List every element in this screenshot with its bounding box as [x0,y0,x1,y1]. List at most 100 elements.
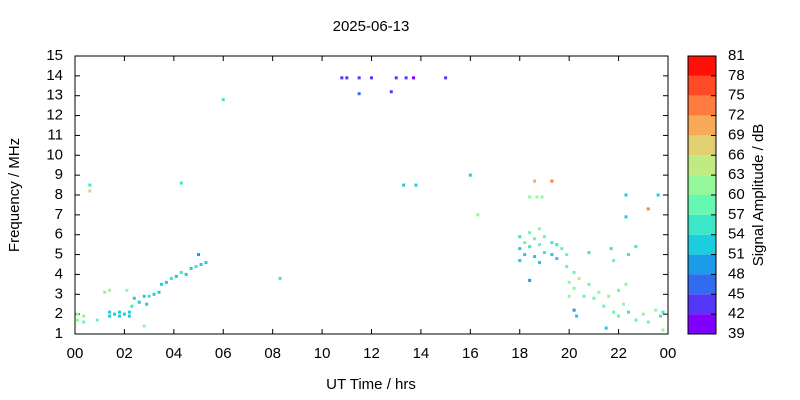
data-point [221,98,225,102]
colorbar-tick-label: 63 [728,166,745,183]
data-point [528,245,532,249]
data-point [145,302,149,306]
y-tick-label: 4 [55,265,63,282]
x-tick-label: 06 [215,345,232,362]
y-axis-label: Frequency / MHz [6,138,23,252]
data-point [646,320,650,324]
colorbar-band [688,56,716,76]
data-point [125,288,129,292]
data-point [117,314,121,318]
data-point [538,243,542,247]
colorbar-band [688,175,716,195]
data-point [75,312,79,316]
data-point [533,237,537,241]
data-point [127,314,131,318]
y-tick-label: 9 [55,166,63,183]
x-axis-label: UT Time / hrs [326,376,416,393]
data-point [626,253,630,257]
data-point [108,310,112,314]
data-point [412,76,416,80]
x-tick-label: 02 [116,345,133,362]
data-point [572,270,576,274]
colorbar-tick-label: 75 [728,87,745,104]
data-point [414,183,418,187]
data-point [538,261,542,265]
data-point [476,213,480,217]
data-point [582,294,586,298]
data-point [197,253,201,257]
x-tick-label: 08 [264,345,281,362]
data-point [607,294,611,298]
data-point [157,290,161,294]
data-point [159,282,163,286]
y-tick-label: 13 [46,87,63,104]
data-point [444,76,448,80]
data-point [624,193,628,197]
colorbar-label: Signal Amplitude / dB [750,124,767,267]
data-point [538,227,542,231]
data-point [345,76,349,80]
colorbar-tick-label: 42 [728,305,745,322]
data-point [142,324,146,328]
data-point [82,320,86,324]
colorbar-band [688,234,716,255]
x-tick-label: 20 [561,345,578,362]
data-point [617,314,621,318]
x-tick-label: 12 [363,345,380,362]
plot-frame [74,55,669,335]
data-point [533,255,537,259]
data-point [528,231,532,235]
data-point [164,280,168,284]
data-point [130,304,134,308]
data-point [468,173,472,177]
data-point [542,235,546,239]
data-point [194,264,198,268]
data-point [577,276,581,280]
data-point [609,247,613,251]
data-point [560,247,564,251]
data-point [95,318,99,322]
x-tick-label: 16 [462,345,479,362]
colorbar-band [688,294,716,315]
x-tick-label: 14 [413,345,430,362]
data-point [542,251,546,255]
data-point [113,312,117,316]
data-point [278,276,282,280]
colorbar-tick-label: 45 [728,285,745,302]
data-point [656,193,660,197]
y-tick-label: 1 [55,325,63,342]
data-point [75,318,79,322]
data-point [174,274,178,278]
data-point [169,276,173,280]
y-tick-label: 6 [55,226,63,243]
colorbar-tick-label: 78 [728,67,745,84]
y-tick-label: 14 [46,67,63,84]
data-point [555,243,559,247]
data-point [597,290,601,294]
colorbar-band [688,195,716,215]
y-tick-label: 7 [55,206,63,223]
data-point [604,326,608,330]
data-point [357,76,361,80]
colorbar-tick-label: 81 [728,47,745,64]
y-tick-label: 5 [55,246,63,263]
colorbar-band [688,314,716,334]
data-point [661,310,665,314]
data-point [132,296,136,300]
x-tick-label: 10 [314,345,331,362]
data-point [550,179,554,183]
data-point [103,290,107,294]
data-point [550,253,554,257]
data-point [587,251,591,255]
data-point [565,264,569,268]
y-tick-label: 11 [47,126,63,143]
data-point [634,318,638,322]
data-point [108,314,112,318]
colorbar-tick-label: 39 [728,325,745,342]
data-point [587,282,591,286]
data-point [540,195,544,199]
colorbar-tick-label: 51 [728,246,745,263]
data-point [567,280,571,284]
colorbar-band [688,75,716,96]
